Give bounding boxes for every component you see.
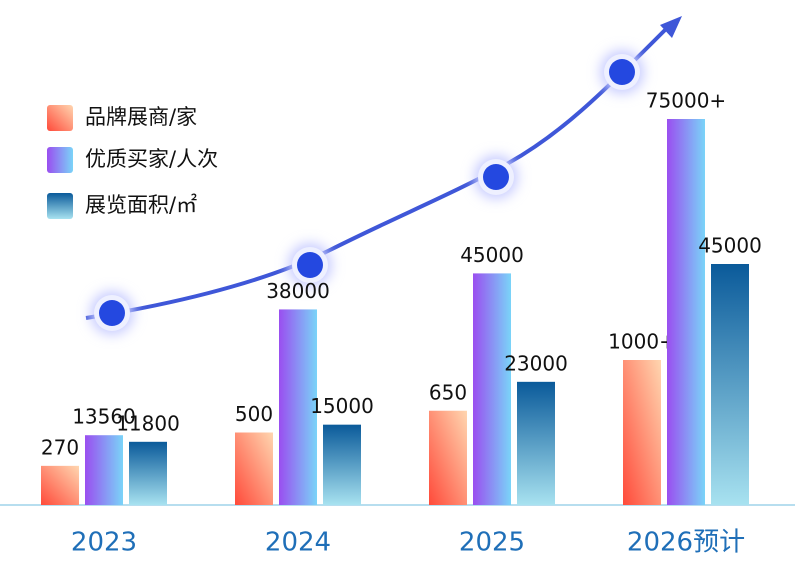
value-label: 11800 — [116, 411, 180, 435]
legend-swatch — [47, 105, 73, 131]
bar — [41, 465, 79, 505]
x-tick-label: 2026预计 — [627, 528, 745, 558]
value-label: 270 — [41, 435, 79, 459]
bar — [667, 119, 705, 505]
bar — [85, 435, 123, 505]
bar — [279, 309, 317, 505]
legend-label: 展览面积/㎡ — [85, 193, 197, 217]
bar — [235, 432, 273, 505]
legend-label: 品牌展商/家 — [85, 105, 197, 129]
trend-decoration — [85, 16, 682, 335]
value-label: 500 — [235, 402, 273, 426]
x-tick-label: 2024 — [265, 528, 331, 558]
value-label: 45000 — [698, 234, 762, 258]
value-label: 15000 — [310, 394, 374, 418]
value-label: 13560 — [72, 405, 136, 429]
bar — [711, 264, 749, 505]
bar — [473, 273, 511, 505]
bar — [323, 424, 361, 505]
legend-swatch — [47, 147, 73, 173]
value-label: 75000+ — [646, 89, 726, 113]
bar — [517, 381, 555, 505]
value-label: 45000 — [460, 243, 524, 267]
value-label: 650 — [429, 380, 467, 404]
legend-swatch — [47, 193, 73, 219]
value-label: 38000 — [266, 279, 330, 303]
bar — [429, 410, 467, 505]
value-label: 1000+ — [608, 330, 676, 354]
bar — [129, 441, 167, 505]
value-label: 23000 — [504, 351, 568, 375]
bar — [623, 360, 661, 505]
x-tick-label: 2023 — [71, 528, 137, 558]
x-tick-label: 2025 — [459, 528, 525, 558]
legend-label: 优质买家/人次 — [85, 147, 218, 171]
